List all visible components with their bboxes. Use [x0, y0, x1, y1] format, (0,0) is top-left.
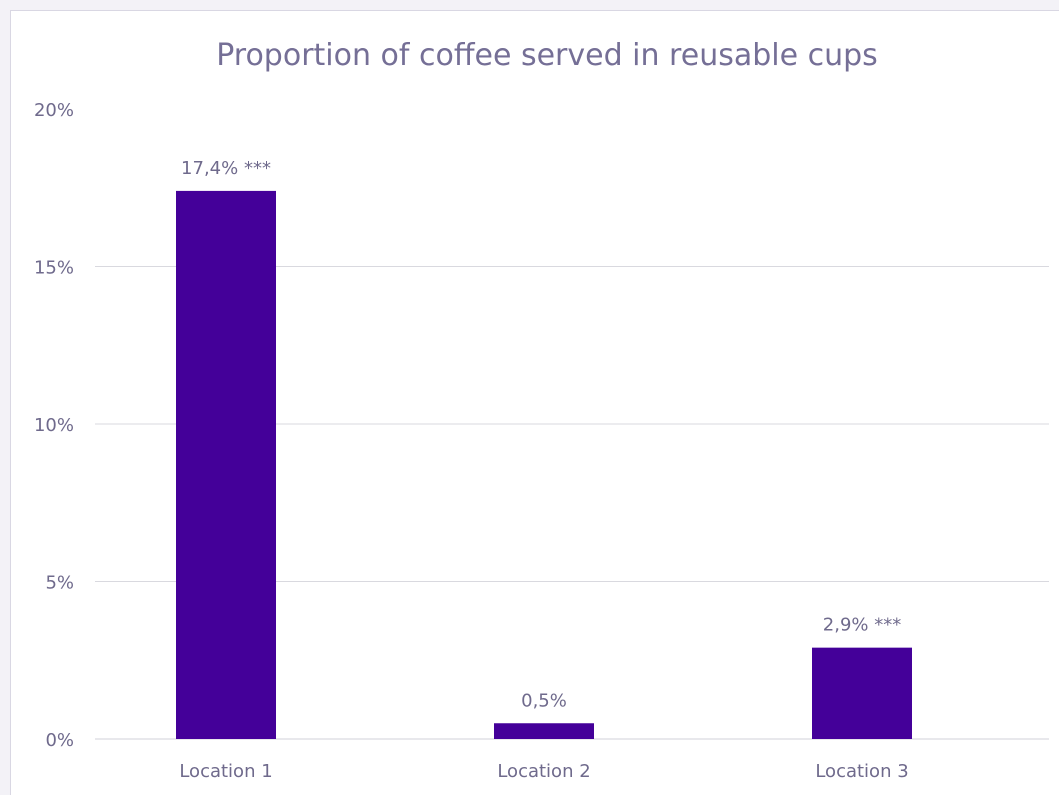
y-tick-label: 15%	[34, 258, 74, 279]
data-label: 17,4% ***	[181, 158, 271, 179]
category-label: Location 2	[497, 761, 590, 782]
y-axis-ticks: 0% 5% 10% 15% 20%	[34, 100, 74, 751]
data-label: 2,9% ***	[823, 615, 901, 636]
y-tick-label: 10%	[34, 415, 74, 436]
category-label: Location 3	[815, 761, 908, 782]
category-label: Location 1	[179, 761, 272, 782]
bar	[494, 723, 594, 739]
y-tick-label: 20%	[34, 100, 74, 121]
chart-title: Proportion of coffee served in reusable …	[216, 38, 878, 73]
data-label: 0,5%	[521, 690, 567, 711]
category-labels: Location 1 Location 2 Location 3	[179, 761, 908, 782]
y-tick-label: 5%	[45, 573, 74, 594]
bar	[176, 190, 276, 739]
bars	[176, 190, 912, 739]
y-tick-label: 0%	[45, 730, 74, 751]
data-labels: 17,4% *** 0,5% 2,9% ***	[181, 158, 901, 711]
bar	[812, 647, 912, 739]
